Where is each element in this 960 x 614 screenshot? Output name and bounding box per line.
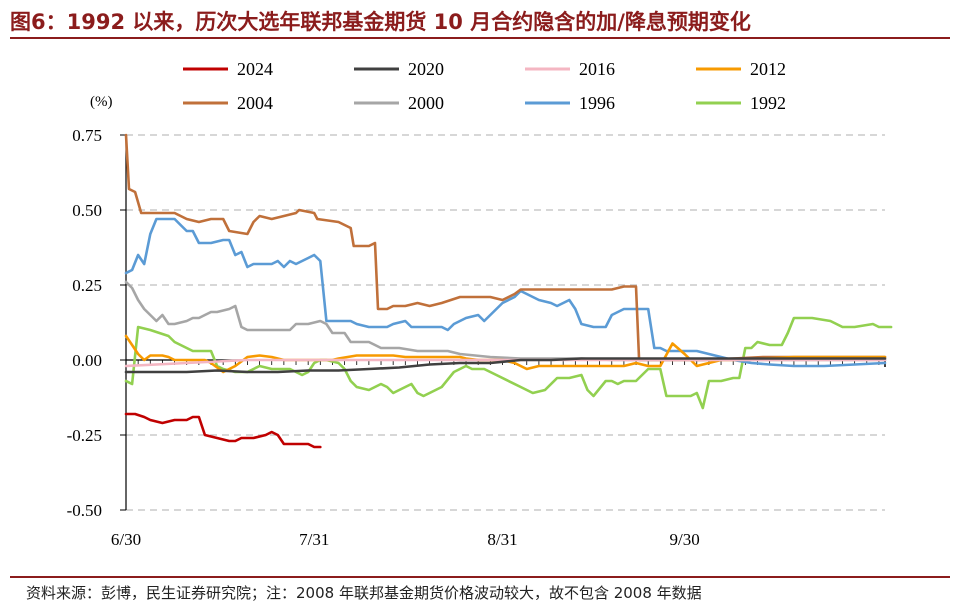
x-tick-label: 9/30	[670, 530, 700, 549]
series-line-2000	[124, 280, 887, 362]
legend-label-1996: 1996	[579, 93, 615, 113]
footer-divider	[10, 576, 950, 578]
y-axis-unit-label: (%)	[90, 94, 113, 110]
source-note: 资料来源：彭博，民生证券研究院；注：2008 年联邦基金期货价格波动较大，故不包…	[26, 584, 702, 602]
axes	[120, 134, 886, 511]
y-tick-label: 0.25	[72, 276, 102, 295]
series-line-2004	[124, 133, 887, 362]
legend: 2024 2020 2016 2012 2004 2000 1996 1992	[183, 59, 786, 113]
series-line-2024	[124, 412, 322, 449]
chart-title: 图6：1992 以来，历次大选年联邦基金期货 10 月合约隐含的加/降息预期变化	[10, 10, 751, 34]
series-lines	[124, 133, 893, 449]
legend-label-1992: 1992	[750, 93, 786, 113]
title-divider	[10, 37, 950, 39]
y-tick-label: -0.50	[67, 501, 102, 520]
legend-label-2020: 2020	[408, 59, 444, 79]
series-line-1992	[124, 316, 893, 410]
gridlines	[126, 134, 885, 511]
x-tick-label: 7/31	[299, 530, 329, 549]
legend-label-2012: 2012	[750, 59, 786, 79]
legend-label-2016: 2016	[579, 59, 615, 79]
legend-label-2024: 2024	[237, 59, 273, 79]
legend-label-2004: 2004	[237, 93, 273, 113]
y-tick-label: 0.75	[72, 126, 102, 145]
series-line-2020	[124, 357, 887, 374]
x-tick-label: 8/31	[487, 530, 517, 549]
series-line-1996	[124, 217, 887, 368]
tick-labels: 0.75 0.50 0.25 0.00 -0.25 -0.50 6/30 7/31 8/31 9/…	[67, 126, 700, 549]
series-line-2012	[124, 334, 887, 374]
y-tick-label: 0.50	[72, 201, 102, 220]
y-tick-label: -0.25	[67, 426, 102, 445]
y-tick-label: 0.00	[72, 351, 102, 370]
line-chart: 2024 2020 2016 2012 2004 2000 1996 1992 0.75 0.5…	[67, 59, 893, 549]
x-tick-label: 6/30	[111, 530, 141, 549]
legend-label-2000: 2000	[408, 93, 444, 113]
